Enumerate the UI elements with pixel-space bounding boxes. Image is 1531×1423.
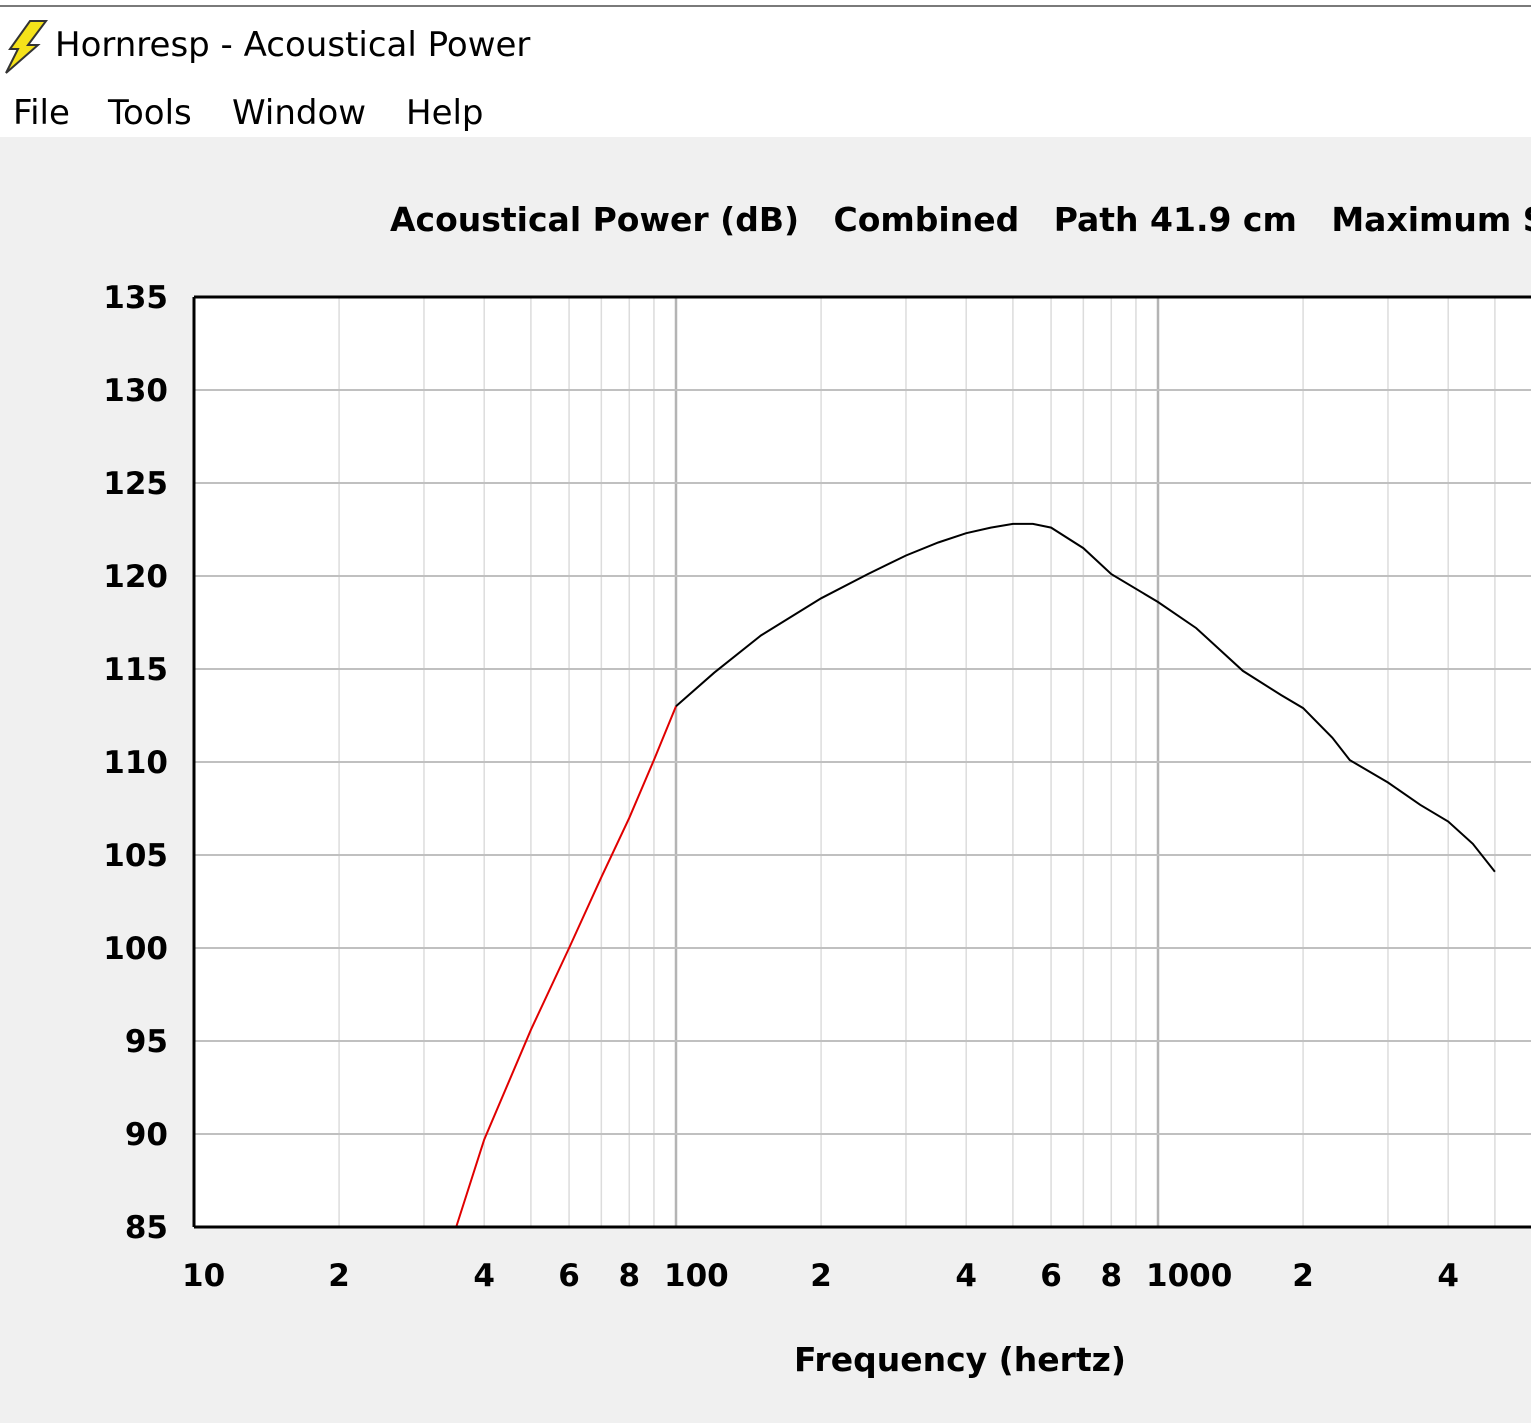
- menu-file[interactable]: File: [13, 93, 70, 133]
- lightning-bolt-icon: [5, 20, 48, 74]
- y-tick-label: 125: [103, 466, 168, 502]
- x-tick-label: 4: [1437, 1258, 1459, 1294]
- y-tick-label: 130: [103, 373, 168, 409]
- x-tick-label: 6: [1040, 1258, 1062, 1294]
- power-response-curve: [675, 522, 1496, 873]
- x-tick-label: 8: [1101, 1258, 1123, 1294]
- y-tick-label: 135: [103, 280, 168, 316]
- x-tick-label: 8: [619, 1258, 641, 1294]
- x-tick-label: 2: [328, 1258, 350, 1294]
- menu-tools[interactable]: Tools: [108, 93, 192, 133]
- menu-bar: File Tools Window Help: [0, 87, 1531, 137]
- y-tick-label: 95: [125, 1024, 168, 1060]
- y-tick-label: 120: [103, 559, 168, 595]
- menu-window[interactable]: Window: [232, 93, 367, 133]
- x-tick-label: 1000: [1146, 1258, 1232, 1294]
- x-tick-label: 6: [558, 1258, 580, 1294]
- x-tick-label: 4: [955, 1258, 977, 1294]
- x-tick-label: 2: [1292, 1258, 1314, 1294]
- y-tick-label: 115: [103, 652, 168, 688]
- menu-help[interactable]: Help: [406, 93, 484, 133]
- y-tick-label: 110: [103, 745, 168, 781]
- y-tick-label: 100: [103, 931, 168, 967]
- x-tick-label: 10: [182, 1258, 225, 1294]
- x-tick-label: 100: [664, 1258, 729, 1294]
- x-tick-label: 4: [473, 1258, 495, 1294]
- window-title: Hornresp - Acoustical Power: [55, 25, 531, 65]
- low-frequency-curve: [455, 705, 677, 1228]
- y-tick-label: 90: [125, 1117, 168, 1153]
- chart-title: Acoustical Power (dB) Combined Path 41.9…: [390, 200, 1531, 239]
- x-tick-label: 2: [810, 1258, 832, 1294]
- title-bar[interactable]: Hornresp - Acoustical Power: [0, 7, 1531, 87]
- x-axis-title: Frequency (hertz): [794, 1340, 1126, 1379]
- y-tick-label: 105: [103, 838, 168, 874]
- window-top-border: [0, 0, 1531, 7]
- y-tick-label: 85: [125, 1210, 168, 1246]
